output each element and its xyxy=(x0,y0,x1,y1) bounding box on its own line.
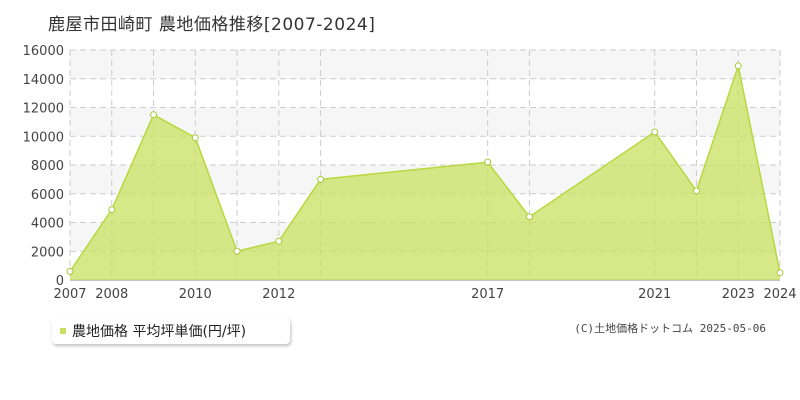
x-axis-tick-labels: 2007 2008 2010 2012 2017 2021 2023 2024 xyxy=(53,287,796,302)
x-tick-label: 2007 xyxy=(53,287,86,302)
data-point xyxy=(66,267,74,275)
area-fill xyxy=(70,65,780,280)
y-tick-label: 4000 xyxy=(31,217,64,232)
chart-title: 鹿屋市田崎町 農地価格推移[2007-2024] xyxy=(48,15,376,35)
data-point xyxy=(233,247,241,255)
data-point xyxy=(275,237,283,245)
y-tick-label: 8000 xyxy=(31,159,64,174)
data-point xyxy=(108,206,116,214)
data-point xyxy=(317,175,325,183)
data-point xyxy=(734,62,742,70)
background-band xyxy=(70,50,780,79)
data-point xyxy=(484,158,492,166)
data-point xyxy=(150,111,158,119)
x-tick-label: 2008 xyxy=(95,287,128,302)
data-point xyxy=(191,134,199,142)
y-axis-tick-labels: 0 2000 4000 6000 8000 10000 12000 14000 16000 xyxy=(23,44,64,289)
legend-label: 農地価格 平均坪単価(円/坪) xyxy=(72,324,247,340)
background-band xyxy=(70,107,780,137)
y-tick-label: 0 xyxy=(56,274,64,289)
data-points xyxy=(66,62,784,277)
y-tick-label: 10000 xyxy=(23,130,64,145)
y-tick-label: 6000 xyxy=(31,188,64,203)
y-tick-label: 16000 xyxy=(23,44,64,59)
y-tick-label: 12000 xyxy=(23,102,64,117)
background-band xyxy=(70,78,780,108)
x-tick-label: 2017 xyxy=(471,287,504,302)
x-tick-label: 2012 xyxy=(262,287,295,302)
x-tick-label: 2024 xyxy=(763,287,796,302)
y-tick-label: 14000 xyxy=(23,73,64,88)
data-point xyxy=(776,269,784,277)
legend: 農地価格 平均坪単価(円/坪) xyxy=(52,318,290,344)
y-tick-label: 2000 xyxy=(31,245,64,260)
legend-swatch xyxy=(60,328,66,334)
data-point xyxy=(692,187,700,195)
x-tick-label: 2010 xyxy=(179,287,212,302)
x-tick-label: 2023 xyxy=(722,287,755,302)
x-tick-label: 2021 xyxy=(638,287,671,302)
data-point xyxy=(651,128,659,136)
data-point xyxy=(525,213,533,221)
credit-text: (C)土地価格ドットコム 2025-05-06 xyxy=(574,322,766,335)
